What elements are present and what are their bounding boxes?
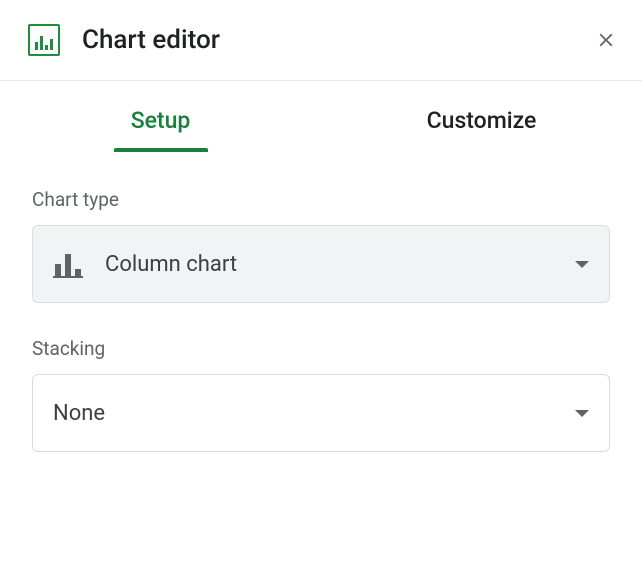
stacking-label: Stacking (32, 337, 610, 360)
chart-type-value: Column chart (105, 252, 575, 277)
close-icon[interactable] (594, 28, 618, 52)
chart-type-label: Chart type (32, 188, 610, 211)
tabs: Setup Customize (0, 81, 642, 152)
chart-editor-icon (28, 24, 60, 56)
chart-type-field: Chart type Column chart (32, 188, 610, 303)
stacking-select[interactable]: None (32, 374, 610, 452)
stacking-field: Stacking None (32, 337, 610, 452)
chart-type-select[interactable]: Column chart (32, 225, 610, 303)
stacking-value: None (53, 401, 575, 426)
panel-title: Chart editor (82, 25, 594, 55)
panel-content: Chart type Column chart Stacking None (0, 152, 642, 452)
tab-setup[interactable]: Setup (0, 81, 321, 152)
tab-customize[interactable]: Customize (321, 81, 642, 152)
chevron-down-icon (575, 410, 589, 417)
chart-editor-panel: Chart editor Setup Customize Chart type (0, 0, 642, 564)
chevron-down-icon (575, 261, 589, 268)
panel-header: Chart editor (0, 0, 642, 81)
column-chart-icon (53, 250, 89, 278)
